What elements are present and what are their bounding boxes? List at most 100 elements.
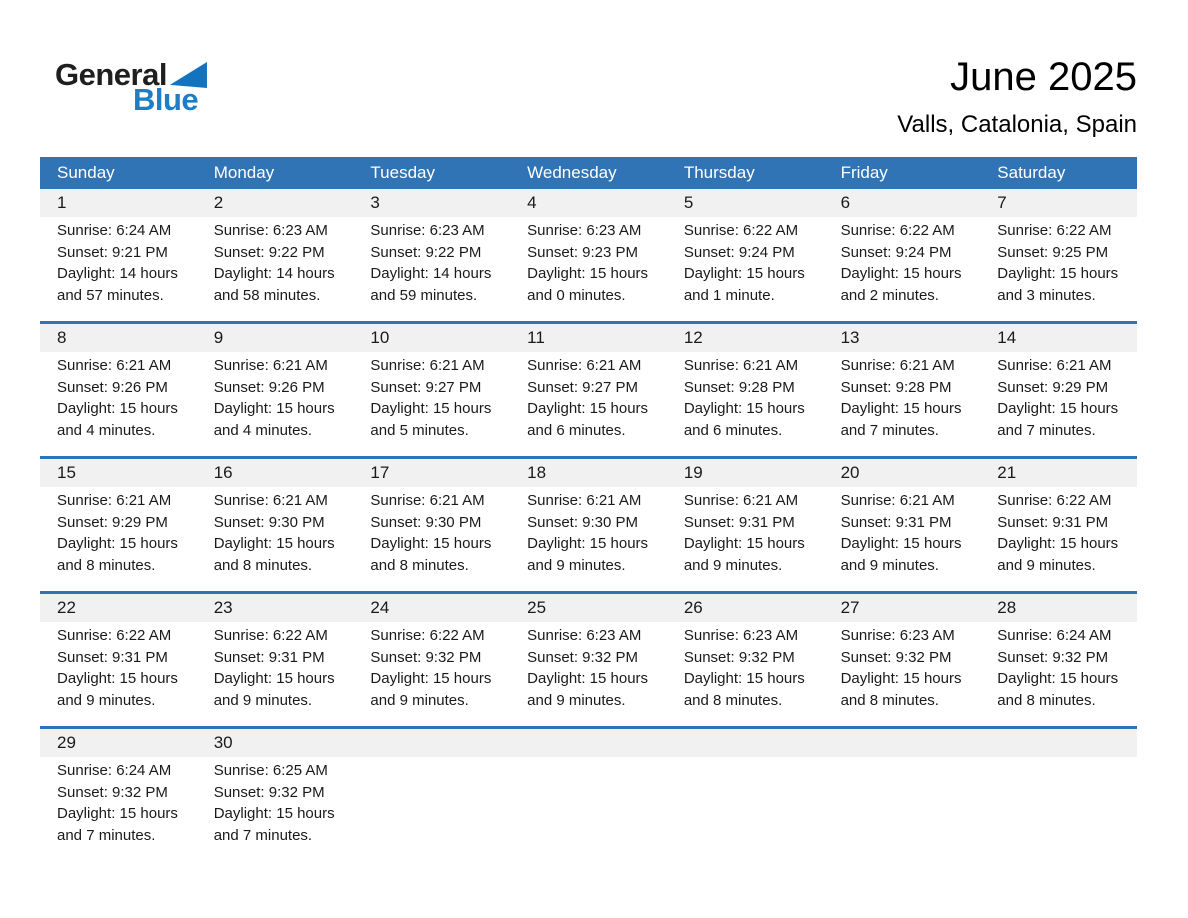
weekday-header-row: Sunday Monday Tuesday Wednesday Thursday… [40,157,1137,189]
day-cell: 15 Sunrise: 6:21 AM Sunset: 9:29 PM Dayl… [40,459,197,578]
day-cell: 22 Sunrise: 6:22 AM Sunset: 9:31 PM Dayl… [40,594,197,713]
day-details: Sunrise: 6:21 AM Sunset: 9:26 PM Dayligh… [40,352,197,443]
daylight-text-line2: and 4 minutes. [57,421,156,439]
sunset-text: Sunset: 9:24 PM [840,243,952,261]
sunrise-text: Sunrise: 6:25 AM [213,762,328,779]
sunset-text: Sunset: 9:32 PM [213,783,325,801]
day-number: 23 [196,594,354,622]
week-row: 22 Sunrise: 6:22 AM Sunset: 9:31 PM Dayl… [40,591,1137,713]
page-header: General Blue June 2025 Valls, Catalonia,… [40,0,1137,157]
sunset-text: Sunset: 9:26 PM [213,378,325,396]
daylight-text-line2: and 6 minutes. [683,421,783,439]
day-number: 9 [196,324,354,352]
sunrise-text: Sunrise: 6:24 AM [57,762,172,779]
daylight-text-line1: Daylight: 15 hours [997,265,1119,282]
daylight-text-line1: Daylight: 15 hours [997,535,1119,552]
week-row: 1 Sunrise: 6:24 AM Sunset: 9:21 PM Dayli… [40,189,1137,308]
day-cell [666,729,824,848]
day-number: 27 [823,594,981,622]
day-details: Sunrise: 6:21 AM Sunset: 9:27 PM Dayligh… [510,352,667,443]
day-details: Sunrise: 6:21 AM Sunset: 9:28 PM Dayligh… [667,352,824,443]
sunset-text: Sunset: 9:32 PM [527,648,639,666]
day-details: Sunrise: 6:21 AM Sunset: 9:31 PM Dayligh… [824,487,981,578]
logo-text-general: General [55,57,167,92]
day-details: Sunrise: 6:21 AM Sunset: 9:30 PM Dayligh… [353,487,510,578]
daylight-text-line2: and 9 minutes. [370,691,469,709]
sunset-text: Sunset: 9:31 PM [997,513,1109,531]
day-cell: 23 Sunrise: 6:22 AM Sunset: 9:31 PM Dayl… [196,594,354,713]
daylight-text-line2: and 0 minutes. [527,286,626,304]
day-number: 30 [196,729,354,757]
daylight-text-line1: Daylight: 15 hours [213,670,335,687]
day-cell: 26 Sunrise: 6:23 AM Sunset: 9:32 PM Dayl… [666,594,824,713]
title-block: June 2025 Valls, Catalonia, Spain [897,54,1137,140]
daylight-text-line1: Daylight: 15 hours [57,670,178,687]
daylight-text-line2: and 8 minutes. [213,556,313,574]
day-number [353,729,511,757]
day-details: Sunrise: 6:22 AM Sunset: 9:24 PM Dayligh… [667,217,824,308]
day-details: Sunrise: 6:21 AM Sunset: 9:27 PM Dayligh… [353,352,510,443]
day-cell: 10 Sunrise: 6:21 AM Sunset: 9:27 PM Dayl… [353,324,511,443]
day-details: Sunrise: 6:22 AM Sunset: 9:31 PM Dayligh… [197,622,354,713]
day-number: 13 [823,324,981,352]
sunset-text: Sunset: 9:29 PM [997,378,1109,396]
daylight-text-line2: and 57 minutes. [57,286,164,304]
day-number: 19 [666,459,824,487]
daylight-text-line1: Daylight: 15 hours [370,400,492,417]
daylight-text-line1: Daylight: 15 hours [840,400,962,417]
sunrise-text: Sunrise: 6:22 AM [683,222,799,239]
sunset-text: Sunset: 9:24 PM [683,243,795,261]
day-details: Sunrise: 6:21 AM Sunset: 9:26 PM Dayligh… [197,352,354,443]
day-details: Sunrise: 6:22 AM Sunset: 9:31 PM Dayligh… [40,622,197,713]
day-number [823,729,981,757]
daylight-text-line2: and 9 minutes. [57,691,156,709]
sunrise-text: Sunrise: 6:21 AM [370,492,485,509]
sunset-text: Sunset: 9:22 PM [213,243,325,261]
sunrise-text: Sunrise: 6:21 AM [527,492,642,509]
day-number: 16 [196,459,354,487]
day-details: Sunrise: 6:21 AM Sunset: 9:30 PM Dayligh… [197,487,354,578]
logo-triangle-icon [169,62,207,88]
day-number: 1 [40,189,197,217]
daylight-text-line2: and 8 minutes. [683,691,783,709]
daylight-text-line2: and 7 minutes. [840,421,939,439]
day-number: 17 [353,459,511,487]
day-details: Sunrise: 6:22 AM Sunset: 9:25 PM Dayligh… [980,217,1137,308]
day-details: Sunrise: 6:23 AM Sunset: 9:22 PM Dayligh… [197,217,354,308]
day-number: 8 [40,324,197,352]
daylight-text-line1: Daylight: 15 hours [213,535,335,552]
daylight-text-line1: Daylight: 15 hours [683,265,805,282]
daylight-text-line2: and 8 minutes. [370,556,469,574]
weekday-header-sunday: Sunday [57,163,115,182]
sunset-text: Sunset: 9:32 PM [57,783,168,801]
daylight-text-line1: Daylight: 15 hours [840,265,962,282]
day-cell: 8 Sunrise: 6:21 AM Sunset: 9:26 PM Dayli… [40,324,197,443]
sunrise-text: Sunrise: 6:21 AM [683,492,799,509]
sunset-text: Sunset: 9:22 PM [370,243,482,261]
day-number: 11 [510,324,667,352]
sunset-text: Sunset: 9:29 PM [57,513,168,531]
sunrise-text: Sunrise: 6:22 AM [57,627,172,644]
day-cell [823,729,981,848]
day-details: Sunrise: 6:21 AM Sunset: 9:31 PM Dayligh… [667,487,824,578]
day-details [353,757,510,848]
daylight-text-line2: and 9 minutes. [683,556,783,574]
day-cell: 9 Sunrise: 6:21 AM Sunset: 9:26 PM Dayli… [196,324,354,443]
day-number: 6 [823,189,981,217]
day-cell: 19 Sunrise: 6:21 AM Sunset: 9:31 PM Dayl… [666,459,824,578]
weekday-header-thursday: Thursday [683,163,755,182]
day-number: 10 [353,324,511,352]
day-details [667,757,824,848]
sunset-text: Sunset: 9:27 PM [370,378,482,396]
daylight-text-line2: and 58 minutes. [213,286,321,304]
weekday-header-tuesday: Tuesday [370,163,435,182]
day-cell: 2 Sunrise: 6:23 AM Sunset: 9:22 PM Dayli… [196,189,354,308]
day-details: Sunrise: 6:25 AM Sunset: 9:32 PM Dayligh… [197,757,354,848]
day-details: Sunrise: 6:23 AM Sunset: 9:32 PM Dayligh… [667,622,824,713]
week-row: 15 Sunrise: 6:21 AM Sunset: 9:29 PM Dayl… [40,456,1137,578]
day-cell: 11 Sunrise: 6:21 AM Sunset: 9:27 PM Dayl… [510,324,667,443]
day-cell: 4 Sunrise: 6:23 AM Sunset: 9:23 PM Dayli… [510,189,667,308]
day-cell [353,729,511,848]
calendar-table: Sunday Monday Tuesday Wednesday Thursday… [40,157,1137,848]
weekday-header-wednesday: Wednesday [527,163,617,182]
